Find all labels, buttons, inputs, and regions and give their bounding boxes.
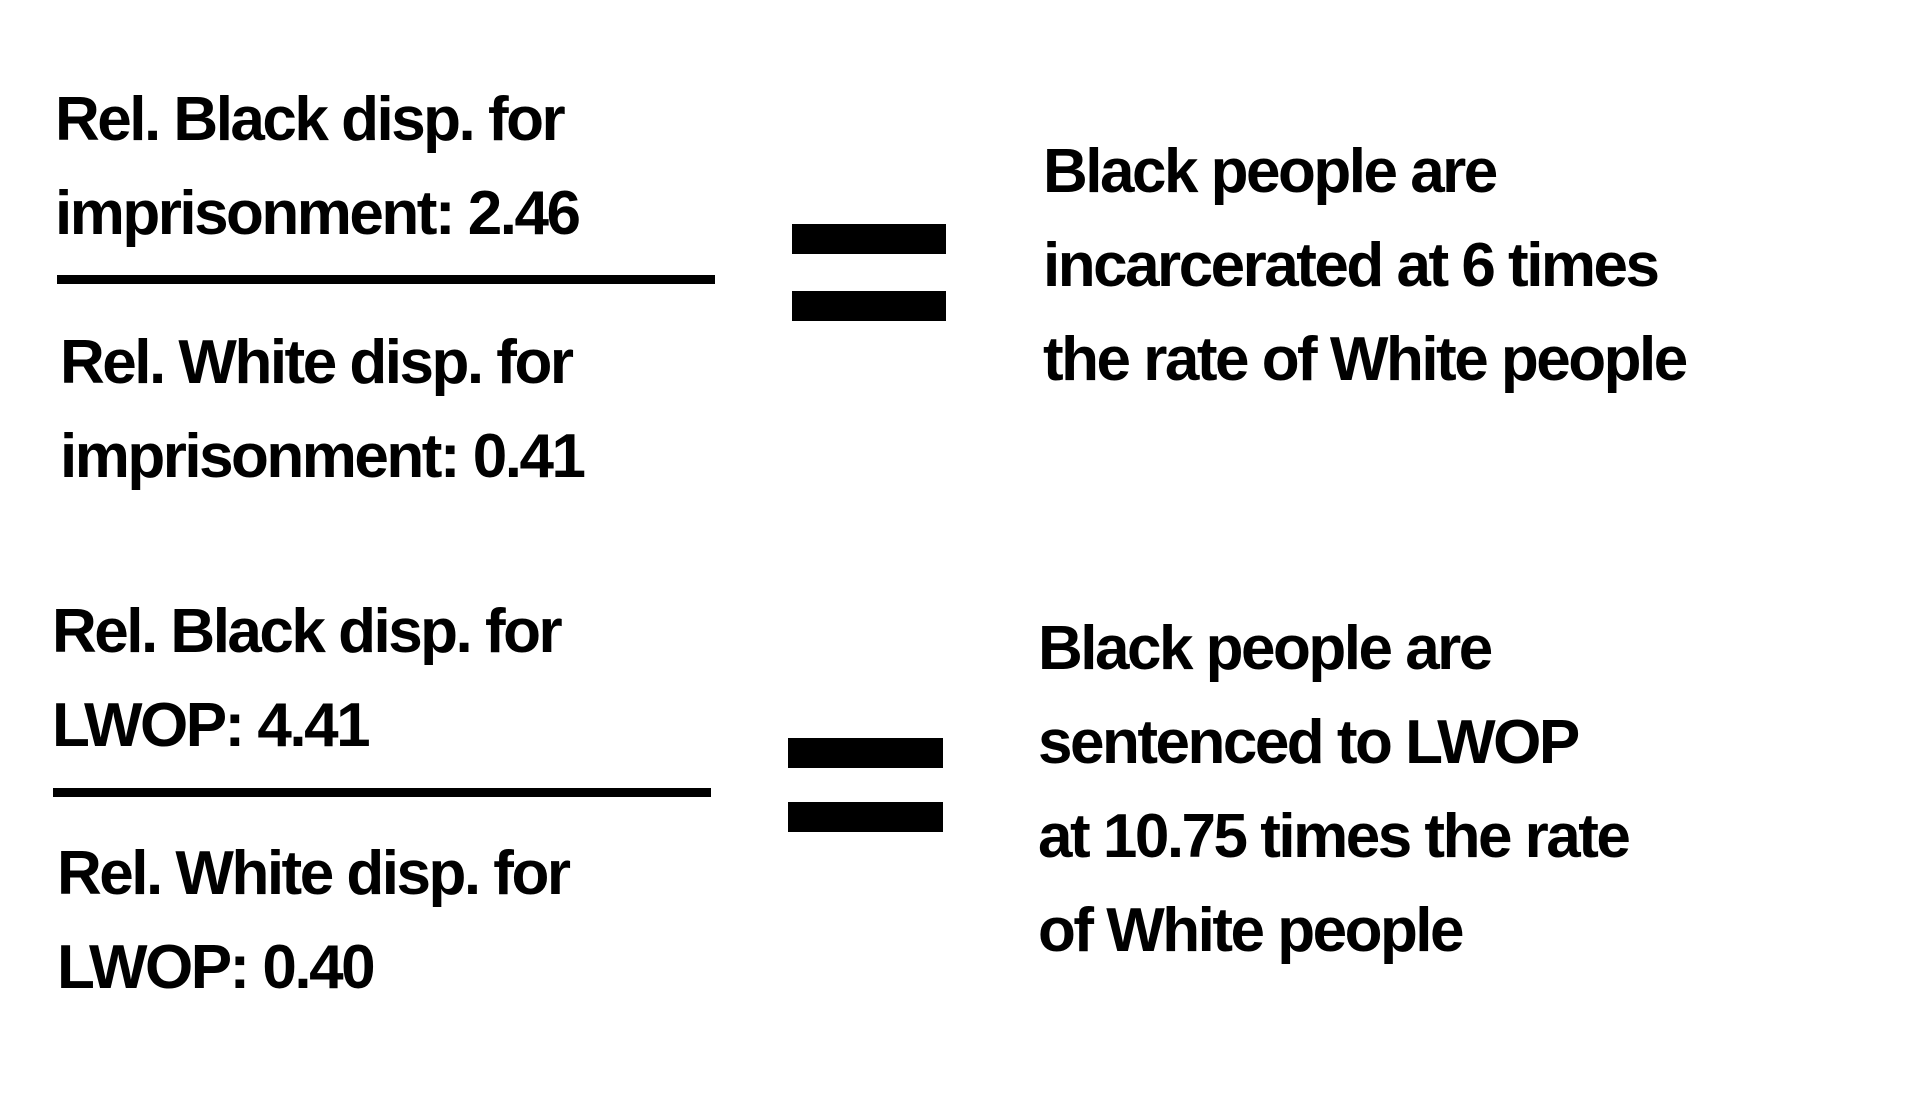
equation-1-result: Black people are incarcerated at 6 times… [1043,125,1688,407]
equation-1-denominator-line-2: imprisonment: 0.41 [60,422,586,491]
equation-2-equals-sign-top-bar [788,738,943,768]
equation-1-denominator: Rel. White disp. for imprisonment: 0.41 [60,316,586,504]
equation-1-denominator-line-1: Rel. White disp. for [60,328,574,397]
equation-2-fraction-bar [53,788,711,797]
equation-1-numerator: Rel. Black disp. for imprisonment: 2.46 [55,73,581,261]
equation-2-denominator: Rel. White disp. for LWOP: 0.40 [57,827,571,1015]
equation-2-numerator-line-1: Rel. Black disp. for [52,597,563,666]
equation-1-numerator-line-2: imprisonment: 2.46 [55,179,581,248]
equation-1-fraction-bar [57,275,715,284]
equation-2-denominator-line-1: Rel. White disp. for [57,839,571,908]
equation-2-result-line-1: Black people are [1038,614,1493,683]
equation-2-denominator-line-2: LWOP: 0.40 [57,933,376,1002]
equation-2-result: Black people are sentenced to LWOP at 10… [1038,602,1631,978]
equation-1-equals-sign-top-bar [792,224,946,254]
equation-2-equals-sign-bottom-bar [788,802,943,832]
equation-1-equals-sign-bottom-bar [792,291,946,321]
equation-2-result-line-3: at 10.75 times the rate [1038,802,1631,871]
equation-2-numerator-line-2: LWOP: 4.41 [52,691,371,760]
equation-1-numerator-line-1: Rel. Black disp. for [55,85,566,154]
equation-1-result-line-1: Black people are [1043,137,1498,206]
equation-1-result-line-3: the rate of White people [1043,325,1688,394]
equation-2-result-line-4: of White people [1038,896,1465,965]
equation-2-result-line-2: sentenced to LWOP [1038,708,1580,777]
equation-1-result-line-2: incarcerated at 6 times [1043,231,1660,300]
equation-2-numerator: Rel. Black disp. for LWOP: 4.41 [52,585,563,773]
